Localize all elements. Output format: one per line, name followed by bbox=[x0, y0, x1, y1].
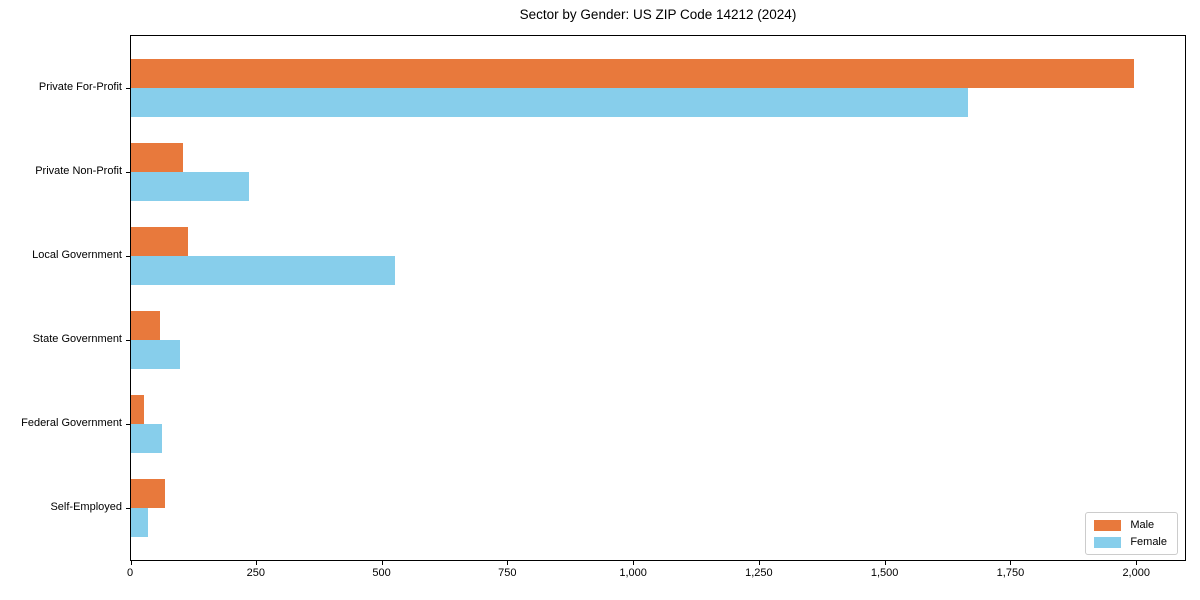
y-axis-label-1: Private Non-Profit bbox=[35, 165, 122, 177]
legend-swatch-female bbox=[1094, 536, 1122, 548]
y-axis-tick bbox=[126, 340, 130, 341]
y-axis-label-3: State Government bbox=[32, 333, 122, 345]
bar-male-3 bbox=[131, 311, 160, 340]
bar-male-1 bbox=[131, 143, 183, 172]
x-axis-tick-label-2: 500 bbox=[372, 567, 391, 579]
y-axis-tick bbox=[126, 88, 130, 89]
bar-female-5 bbox=[131, 508, 149, 537]
bar-female-1 bbox=[131, 172, 249, 201]
x-axis-tick bbox=[884, 561, 886, 565]
bar-female-2 bbox=[131, 256, 395, 285]
x-axis-tick bbox=[131, 561, 132, 565]
legend-swatch-male bbox=[1094, 519, 1122, 531]
x-axis-tick bbox=[1136, 561, 1138, 565]
x-axis-tick-label-8: 2,000 bbox=[1122, 567, 1150, 579]
x-axis-tick-labels: 0 250 500 750 1,000 1,250 1,500 1,750 2,000 bbox=[126, 567, 1186, 583]
x-axis-tick bbox=[633, 561, 635, 565]
x-axis-tick-label-5: 1,250 bbox=[745, 567, 773, 579]
legend-item-male: Male bbox=[1094, 519, 1167, 531]
bar-male-2 bbox=[131, 227, 188, 256]
y-axis-label-0: Private For-Profit bbox=[38, 81, 122, 93]
y-axis-label-4: Federal Government bbox=[21, 417, 122, 429]
y-axis-tick bbox=[126, 172, 130, 173]
bar-male-0 bbox=[131, 59, 1135, 88]
x-axis-tick bbox=[255, 561, 257, 565]
y-axis-tick bbox=[126, 256, 130, 257]
legend-label-male: Male bbox=[1130, 519, 1155, 531]
x-axis-tick bbox=[758, 561, 760, 565]
y-axis-tick bbox=[126, 424, 130, 425]
x-axis-tick-label-7: 1,750 bbox=[996, 567, 1025, 579]
bar-male-4 bbox=[131, 395, 145, 424]
x-axis-tick-label-4: 1,000 bbox=[619, 567, 647, 579]
x-axis-tick bbox=[381, 561, 383, 565]
plot-area: Male Female bbox=[126, 35, 1186, 565]
x-axis-tick-label-0: 0 bbox=[126, 567, 134, 579]
bar-female-4 bbox=[131, 424, 163, 453]
x-axis-tick bbox=[1010, 561, 1012, 565]
y-axis-tick bbox=[126, 508, 130, 509]
bar-male-5 bbox=[131, 479, 165, 508]
legend-label-female: Female bbox=[1130, 536, 1167, 548]
chart-title: Sector by Gender: US ZIP Code 14212 (202… bbox=[519, 7, 797, 22]
bar-female-0 bbox=[131, 88, 968, 117]
y-axis-label-2: Local Government bbox=[32, 249, 122, 261]
x-axis-tick-label-3: 750 bbox=[498, 567, 517, 579]
legend: Male Female bbox=[1085, 512, 1178, 555]
y-axis-labels: Private For-Profit Private Non-Profit Loca… bbox=[0, 35, 122, 561]
x-axis-tick-label-6: 1,500 bbox=[870, 567, 899, 579]
x-axis-tick bbox=[507, 561, 509, 565]
bar-female-3 bbox=[131, 340, 180, 369]
y-axis-label-5: Self-Employed bbox=[50, 501, 122, 513]
legend-item-female: Female bbox=[1094, 536, 1167, 548]
x-axis-tick-label-1: 250 bbox=[246, 567, 265, 579]
